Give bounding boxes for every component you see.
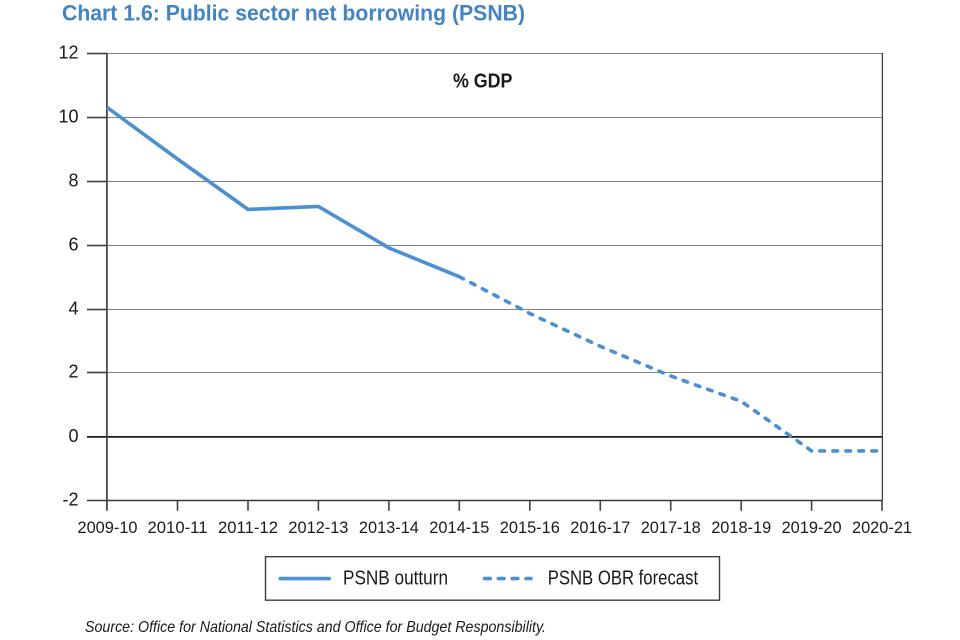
svg-text:2016-17: 2016-17 xyxy=(570,518,630,537)
svg-text:PSNB OBR forecast: PSNB OBR forecast xyxy=(548,567,699,589)
svg-text:2012-13: 2012-13 xyxy=(288,518,348,537)
svg-text:2010-11: 2010-11 xyxy=(148,518,208,537)
svg-text:2019-20: 2019-20 xyxy=(782,518,842,537)
svg-text:2014-15: 2014-15 xyxy=(429,518,489,537)
svg-text:2013-14: 2013-14 xyxy=(359,518,419,537)
svg-text:12: 12 xyxy=(58,43,78,63)
svg-text:Source: Office for National St: Source: Office for National Statistics a… xyxy=(85,619,546,636)
svg-text:4: 4 xyxy=(68,299,78,319)
svg-text:2018-19: 2018-19 xyxy=(711,518,771,537)
svg-text:0: 0 xyxy=(68,426,78,446)
svg-text:8: 8 xyxy=(68,171,78,191)
svg-text:10: 10 xyxy=(58,107,78,127)
svg-text:-2: -2 xyxy=(62,490,78,510)
svg-text:2: 2 xyxy=(68,362,78,382)
svg-text:2017-18: 2017-18 xyxy=(641,518,701,537)
svg-text:2009-10: 2009-10 xyxy=(78,518,138,537)
svg-text:PSNB outturn: PSNB outturn xyxy=(343,567,448,589)
svg-text:2015-16: 2015-16 xyxy=(500,518,560,537)
svg-text:% GDP: % GDP xyxy=(453,70,513,92)
svg-text:2020-21: 2020-21 xyxy=(852,518,912,537)
svg-text:Chart 1.6: Public sector net b: Chart 1.6: Public sector net borrowing (… xyxy=(62,1,525,26)
svg-text:2011-12: 2011-12 xyxy=(218,518,278,537)
svg-text:6: 6 xyxy=(68,235,78,255)
